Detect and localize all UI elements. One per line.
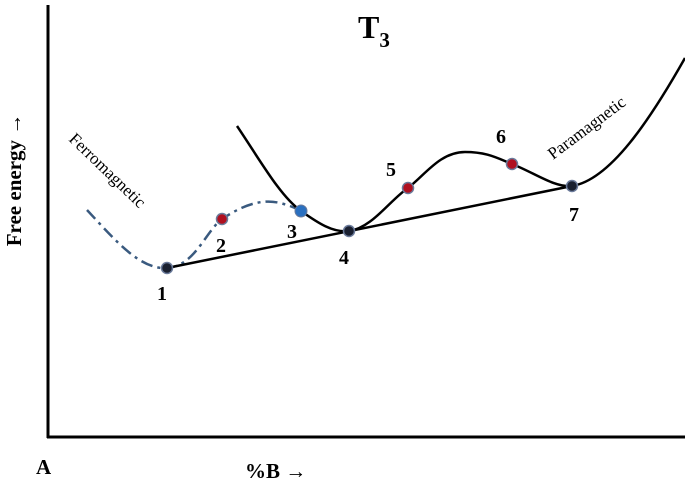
title: T3 bbox=[358, 9, 390, 52]
point-label: 5 bbox=[386, 159, 396, 181]
point bbox=[342, 224, 356, 238]
point bbox=[294, 204, 308, 218]
y-axis-label: Free energy → bbox=[2, 114, 26, 247]
paramagnetic-curve bbox=[235, 57, 685, 233]
curve-label: Ferromagnetic bbox=[65, 129, 150, 212]
point bbox=[401, 181, 415, 195]
x-axis-label: %B → bbox=[245, 459, 306, 483]
point bbox=[505, 157, 519, 171]
point-label: 3 bbox=[287, 221, 297, 243]
point-label: 7 bbox=[569, 204, 579, 226]
point-label: 4 bbox=[339, 247, 349, 269]
point-label: 2 bbox=[216, 235, 226, 257]
point bbox=[565, 179, 579, 193]
point-label: 1 bbox=[157, 283, 167, 305]
point bbox=[160, 261, 174, 275]
ferromagnetic-curve bbox=[86, 200, 302, 270]
point bbox=[215, 212, 229, 226]
title-subscript: 3 bbox=[379, 28, 390, 52]
common-tangent bbox=[166, 184, 573, 270]
point-label: 6 bbox=[496, 126, 506, 148]
origin-label: A bbox=[36, 455, 52, 479]
title-main: T bbox=[358, 9, 379, 45]
curve-label: Paramagnetic bbox=[544, 92, 630, 163]
